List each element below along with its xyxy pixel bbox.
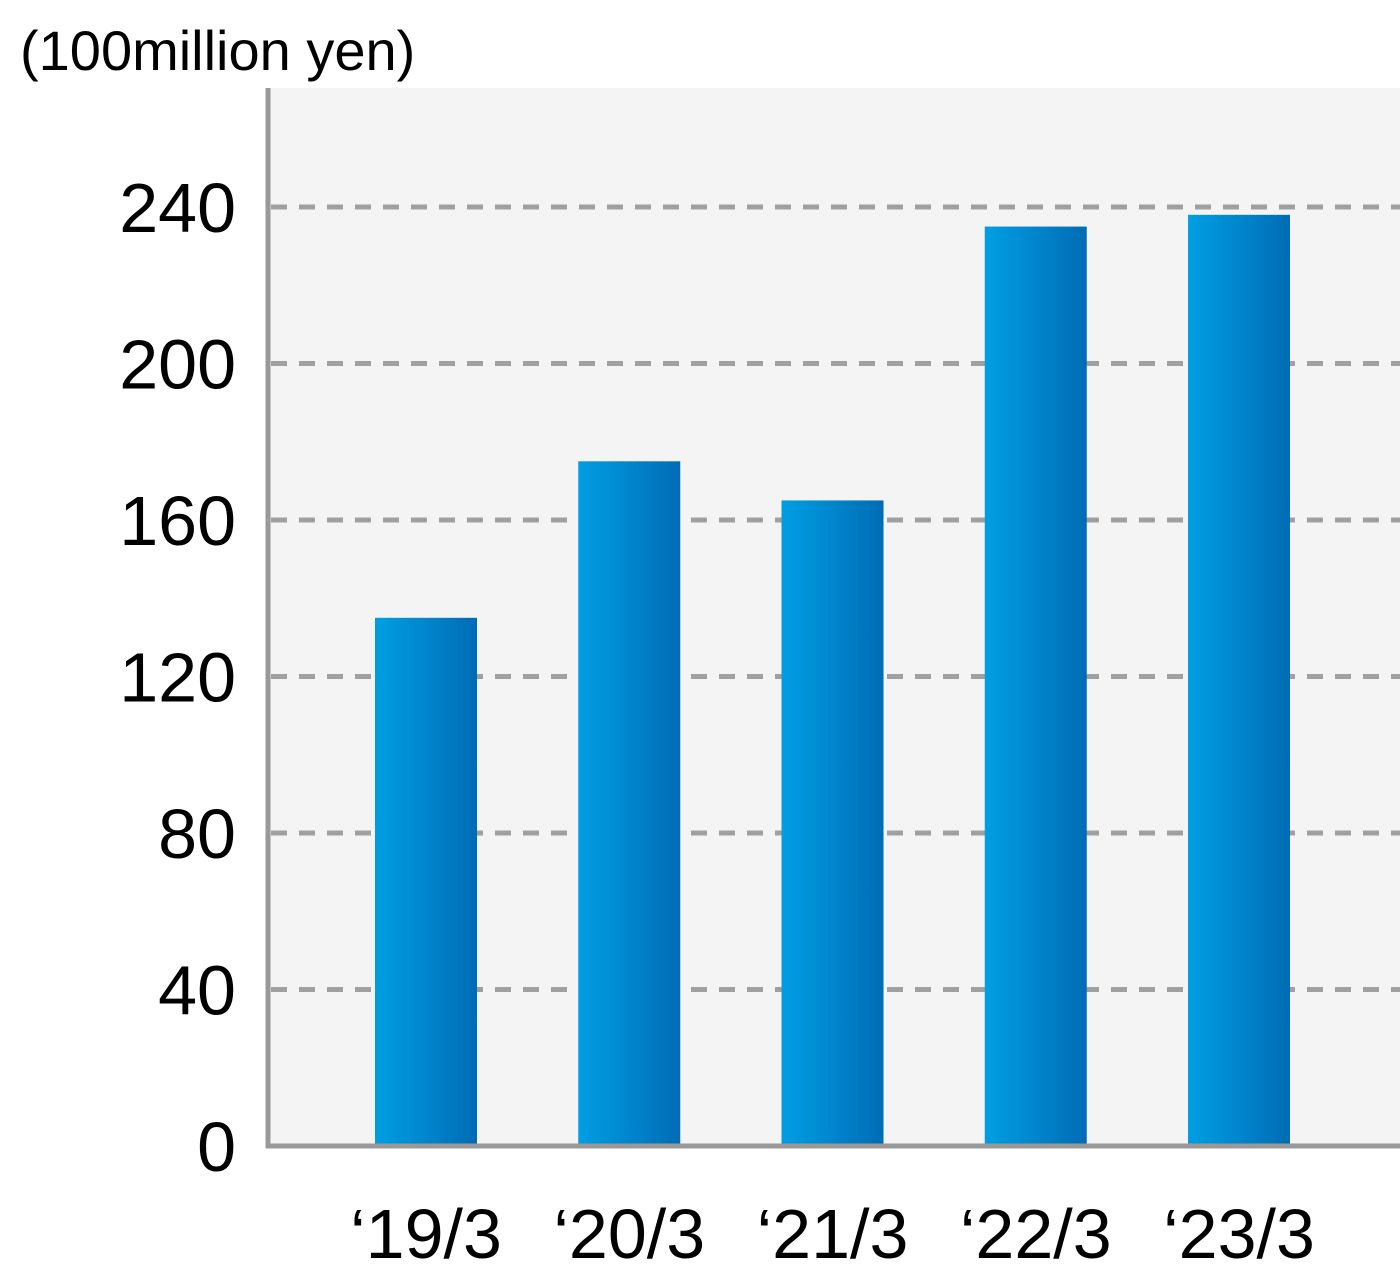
x-tick-label: ‘22/3 bbox=[960, 1195, 1112, 1273]
y-tick-label: 40 bbox=[158, 952, 236, 1030]
x-tick-labels: ‘19/3 ‘20/3 ‘21/3 ‘22/3 ‘23/3 bbox=[350, 1195, 1315, 1273]
bar-4 bbox=[984, 226, 1087, 1146]
x-tick-label: ‘23/3 bbox=[1163, 1195, 1315, 1273]
y-tick-label: 0 bbox=[197, 1108, 236, 1186]
y-tick-label: 200 bbox=[119, 326, 236, 404]
bar-5 bbox=[1188, 214, 1290, 1146]
y-tick-labels: 0 40 80 120 160 200 240 bbox=[119, 169, 236, 1186]
bar-3 bbox=[781, 500, 884, 1146]
y-tick-label: 240 bbox=[119, 169, 236, 247]
y-tick-label: 120 bbox=[119, 639, 236, 717]
bars bbox=[375, 214, 1290, 1146]
x-tick-label: ‘19/3 bbox=[350, 1195, 502, 1273]
y-axis-unit-label: (100million yen) bbox=[20, 19, 415, 82]
y-tick-label: 80 bbox=[158, 795, 236, 873]
x-tick-label: ‘21/3 bbox=[757, 1195, 909, 1273]
bar-2 bbox=[578, 461, 681, 1146]
x-tick-label: ‘20/3 bbox=[553, 1195, 705, 1273]
y-tick-label: 160 bbox=[119, 482, 236, 560]
bar-1 bbox=[375, 617, 477, 1146]
